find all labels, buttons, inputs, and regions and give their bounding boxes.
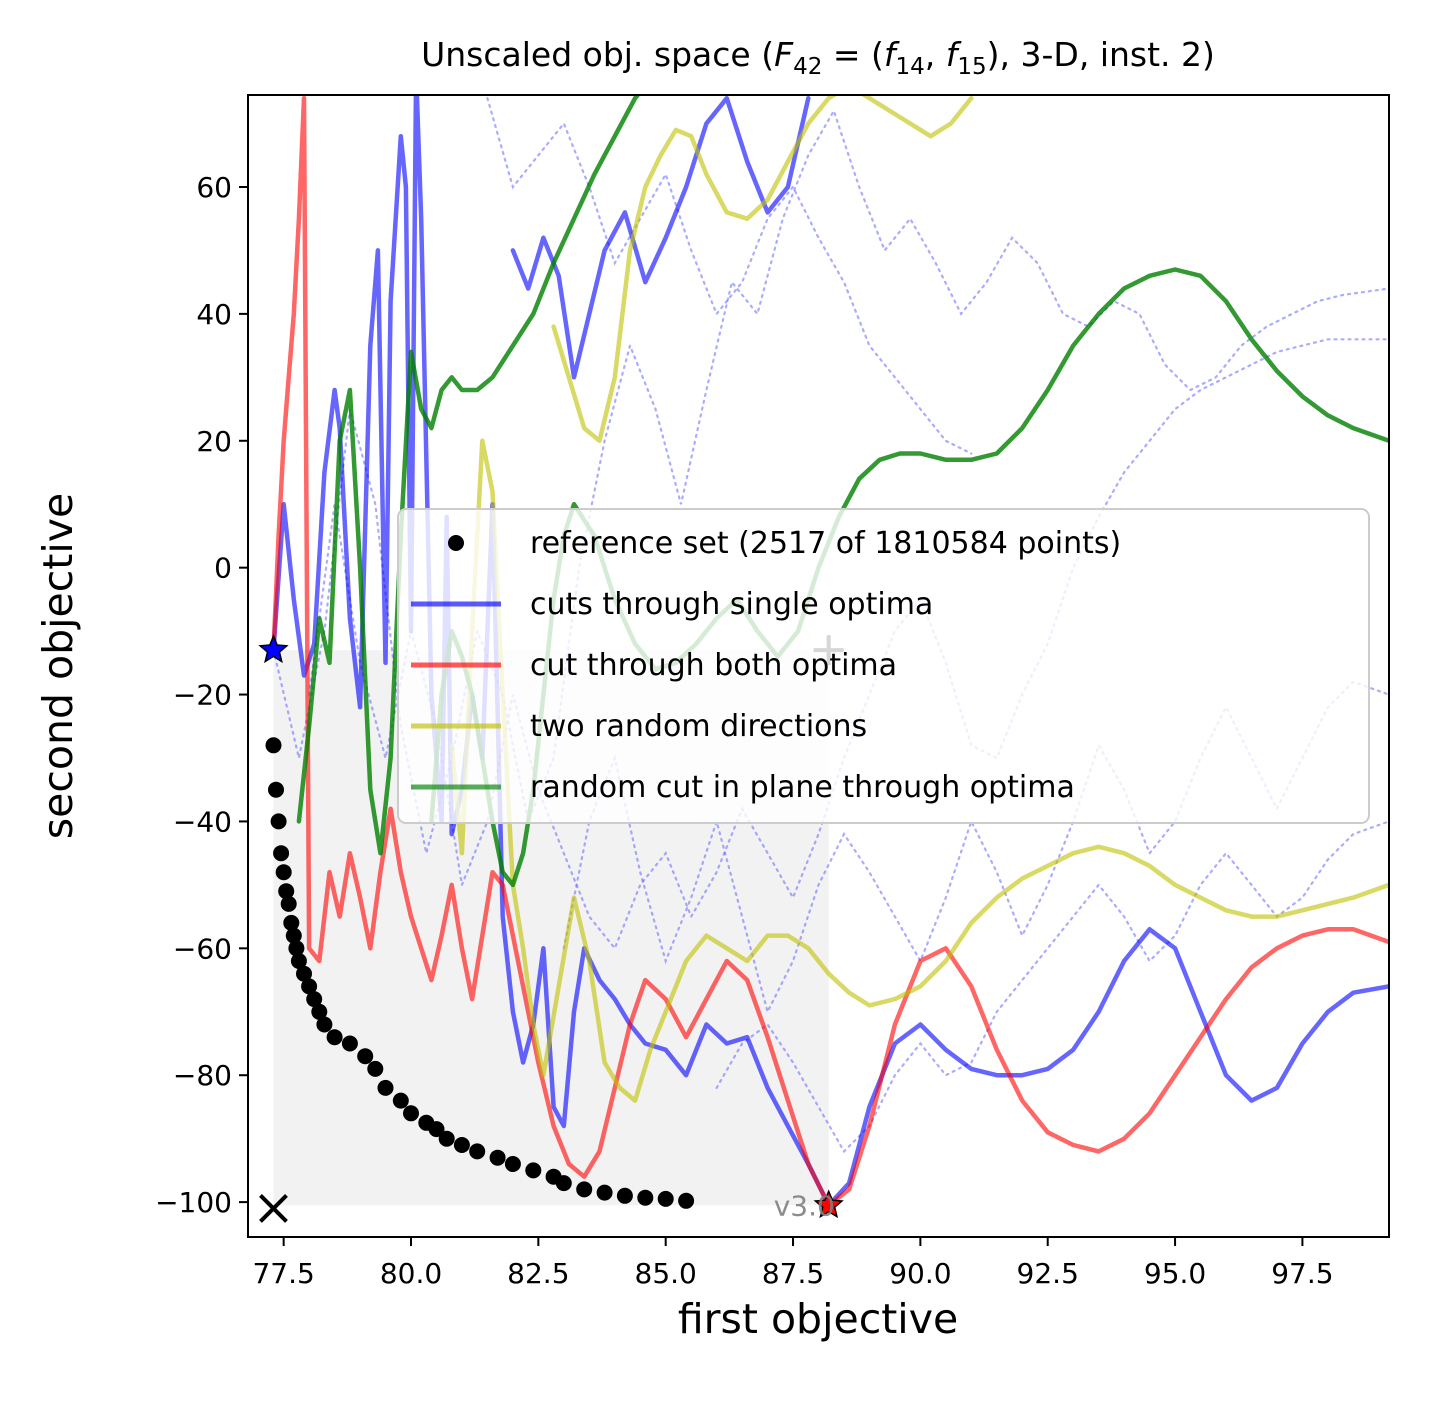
reference-point — [268, 781, 284, 798]
reference-point — [504, 1156, 521, 1172]
reference-point — [403, 1105, 419, 1122]
reference-point — [576, 1181, 593, 1198]
legend-box — [397, 508, 1370, 824]
x-tick-label: 95.0 — [1144, 1257, 1206, 1290]
x-tick-label: 90.0 — [889, 1257, 951, 1290]
reference-point — [489, 1149, 506, 1166]
y-tick-label: 60 — [196, 171, 232, 204]
x-tick-label: 92.5 — [1017, 1257, 1079, 1290]
y-axis-label: second objective — [34, 493, 82, 839]
reference-point — [438, 1130, 455, 1147]
title-part: 14 — [896, 54, 925, 80]
x-axis: 77.5 80.0 82.5 85.0 87.5 90.0 92.5 95.0 97.5 — [252, 1237, 1334, 1290]
dotted-cut-line — [715, 820, 1389, 1154]
reference-point — [283, 914, 300, 931]
legend-label: reference set (2517 of 1810584 points) — [530, 526, 1121, 561]
title-part: F — [774, 35, 794, 74]
reference-point — [637, 1189, 654, 1206]
axes-frame — [247, 94, 1390, 1238]
reference-point — [525, 1162, 542, 1179]
reference-point — [596, 1184, 613, 1201]
legend: reference set (2517 of 1810584 points) cu… — [397, 508, 1370, 824]
x-tick-label: 97.5 — [1271, 1257, 1333, 1290]
optimum-2-star — [813, 1189, 844, 1219]
title-part: Unscaled obj. space ( — [421, 35, 774, 74]
reference-point — [316, 1016, 333, 1033]
y-tick-label: 40 — [196, 298, 232, 331]
y-axis: 60 40 20 0 −20 −40 −60 −80 −100 — [155, 171, 248, 1219]
reference-point — [428, 1121, 445, 1138]
reference-point — [296, 965, 312, 982]
x-tick-label: 80.0 — [380, 1257, 442, 1290]
reference-point — [678, 1192, 695, 1209]
reference-point — [616, 1187, 633, 1204]
reference-point — [326, 1029, 343, 1046]
optimum-1-star — [258, 634, 289, 664]
reference-point — [301, 978, 318, 995]
legend-swatch — [448, 535, 464, 551]
reference-set-layer — [265, 737, 695, 1209]
series-line — [296, 95, 641, 856]
y-tick-label: −20 — [173, 679, 232, 712]
x-axis-label: first objective — [678, 1295, 958, 1343]
x-tick-label: 85.0 — [635, 1257, 697, 1290]
reference-point — [453, 1137, 470, 1153]
y-tick-label: −80 — [173, 1059, 232, 1092]
y-tick-label: −40 — [173, 805, 232, 838]
legend-entry: cut through both optima — [411, 648, 897, 683]
title-part: = ( — [822, 35, 884, 74]
legend-label: two random directions — [530, 709, 867, 744]
chart-title: Unscaled obj. space (F42 = (f14, f15), 3… — [421, 35, 1215, 80]
legend-entry: random cut in plane through optima — [411, 770, 1075, 805]
x-tick-label: 77.5 — [252, 1257, 314, 1290]
reference-point — [555, 1175, 572, 1192]
title-part: 15 — [957, 54, 986, 80]
reference-point — [469, 1143, 486, 1160]
reference-point — [341, 1035, 358, 1052]
legend-entry: reference set (2517 of 1810584 points) — [448, 526, 1121, 561]
reference-point — [265, 737, 282, 754]
reference-point — [270, 813, 287, 830]
legend-label: cut through both optima — [530, 648, 897, 683]
dotted-cut-line — [486, 97, 973, 455]
title-part: ), 3-D, inst. 2) — [987, 35, 1215, 74]
title-part: , — [925, 35, 946, 74]
reference-point — [273, 845, 290, 862]
ideal-point-x — [259, 1194, 288, 1223]
reference-point — [377, 1079, 394, 1096]
series-line — [271, 95, 1389, 1208]
legend-entry: two random directions — [411, 709, 867, 744]
x-tick-label: 82.5 — [507, 1257, 569, 1290]
x-tick-label: 87.5 — [762, 1257, 824, 1290]
reference-point — [285, 927, 302, 944]
reference-point — [392, 1092, 409, 1109]
reference-point — [311, 1003, 328, 1020]
reference-point — [288, 940, 305, 957]
y-tick-label: −100 — [155, 1186, 232, 1219]
reference-point — [306, 991, 323, 1008]
reference-point — [275, 864, 292, 881]
series-line — [449, 438, 1389, 1103]
reference-point — [278, 883, 295, 900]
version-label: v3.0 — [774, 1189, 835, 1222]
reference-point — [280, 895, 297, 912]
y-tick-label: −60 — [173, 932, 232, 965]
legend-label: random cut in plane through optima — [530, 770, 1075, 805]
reference-point — [657, 1190, 674, 1207]
reference-point — [290, 953, 307, 969]
series-line — [551, 95, 974, 444]
reference-point — [357, 1048, 374, 1065]
y-tick-label: 0 — [214, 552, 232, 585]
legend-entry: cuts through single optima — [411, 587, 933, 622]
legend-label: cuts through single optima — [530, 587, 933, 622]
reference-point — [367, 1060, 384, 1077]
y-tick-label: 20 — [196, 425, 232, 458]
title-part: 42 — [793, 54, 822, 80]
